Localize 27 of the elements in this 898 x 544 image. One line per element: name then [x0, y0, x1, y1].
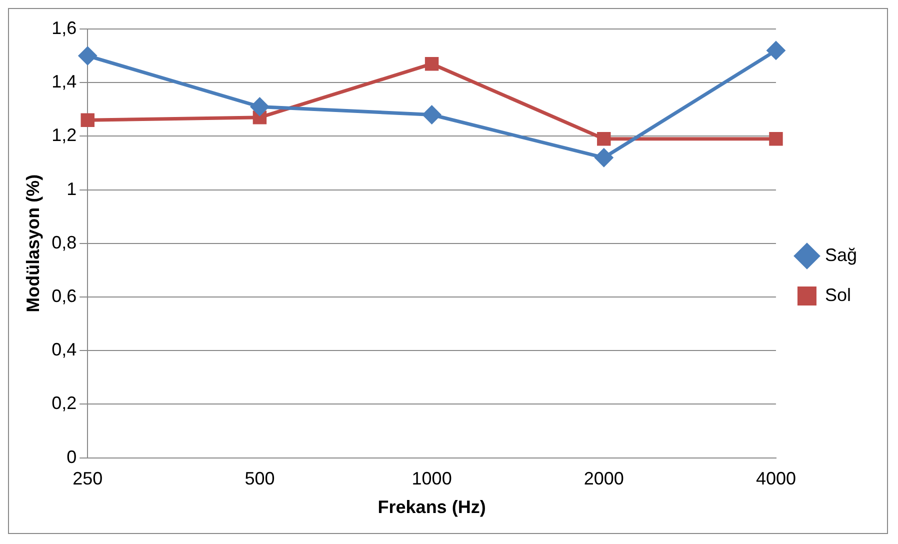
x-tick-label: 500: [244, 468, 275, 489]
y-tick-label: 1,2: [52, 125, 77, 146]
point: [422, 105, 442, 124]
y-tick-label: 0,2: [52, 393, 77, 414]
x-tick-label: 1000: [412, 468, 452, 489]
point: [597, 132, 611, 146]
legend-label: Sol: [824, 284, 851, 305]
y-tick-label: 0,8: [52, 232, 77, 252]
point: [80, 113, 94, 127]
y-tick-label: 0,4: [52, 340, 77, 360]
x-tick-label: 250: [72, 468, 103, 489]
point: [250, 97, 270, 116]
point: [424, 56, 439, 71]
y-axis-title: Modülasyon (%): [22, 174, 43, 312]
x-tick-label: 2000: [584, 468, 624, 489]
y-tick-label: 1,6: [52, 18, 77, 38]
legend-label: Sağ: [824, 244, 858, 265]
y-tick-label: 0,6: [52, 286, 77, 306]
point: [766, 40, 786, 60]
y-tick-label: 0: [66, 446, 77, 467]
point: [594, 148, 614, 168]
y-tick-label: 1,4: [52, 72, 77, 92]
x-tick-label: 4000: [756, 468, 796, 489]
point: [78, 46, 98, 66]
y-tick-label: 1: [66, 178, 77, 199]
x-axis-title: Frekans (Hz): [378, 497, 486, 518]
point: [769, 132, 783, 146]
